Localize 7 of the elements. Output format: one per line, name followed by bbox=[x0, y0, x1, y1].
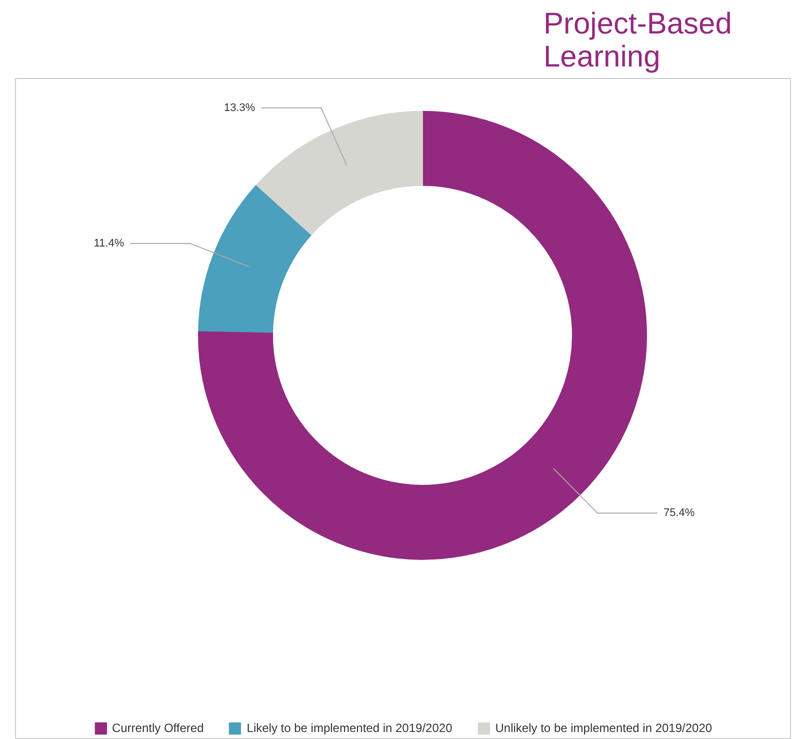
data-label: 75.4% bbox=[663, 507, 695, 520]
chart-title: Project-Based Learning bbox=[544, 8, 732, 74]
legend-label: Currently Offered bbox=[112, 721, 204, 735]
data-label: 11.4% bbox=[94, 237, 124, 250]
legend-label: Unlikely to be implemented in 2019/2020 bbox=[495, 721, 712, 735]
legend-label: Likely to be implemented in 2019/2020 bbox=[246, 721, 452, 735]
data-label: 13.3% bbox=[224, 102, 256, 114]
